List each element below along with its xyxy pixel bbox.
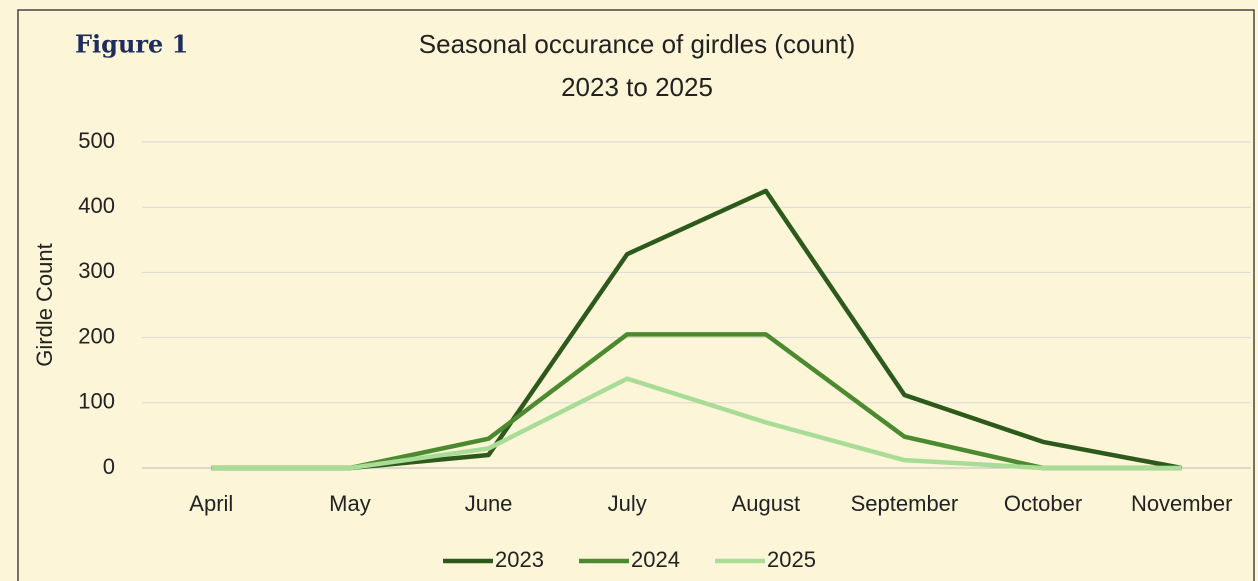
legend-label: 2025 <box>767 547 816 572</box>
y-tick-label: 200 <box>78 323 115 348</box>
y-tick-label: 0 <box>103 454 115 479</box>
y-tick-label: 500 <box>78 128 115 153</box>
x-tick-label: November <box>1131 491 1232 516</box>
frame <box>17 9 1255 581</box>
x-tick-label: April <box>189 491 233 516</box>
chart-subtitle: 2023 to 2025 <box>561 72 713 102</box>
x-tick-label: August <box>732 491 801 516</box>
series-line <box>211 376 1182 471</box>
x-tick-label: September <box>851 491 959 516</box>
legend-label: 2024 <box>631 547 680 572</box>
figure-label: Figure 1 <box>75 30 188 59</box>
x-tick-label: June <box>465 491 513 516</box>
legend-label: 2023 <box>495 547 544 572</box>
y-axis-label: Girdle Count <box>32 243 57 367</box>
y-tick-label: 400 <box>78 193 115 218</box>
x-tick-label: July <box>608 491 647 516</box>
chart-title: Seasonal occurance of girdles (count) <box>419 29 855 59</box>
x-tick-label: May <box>329 491 371 516</box>
y-tick-label: 100 <box>78 389 115 414</box>
x-tick-label: October <box>1004 491 1082 516</box>
y-tick-label: 300 <box>78 258 115 283</box>
series-line <box>211 188 1183 471</box>
